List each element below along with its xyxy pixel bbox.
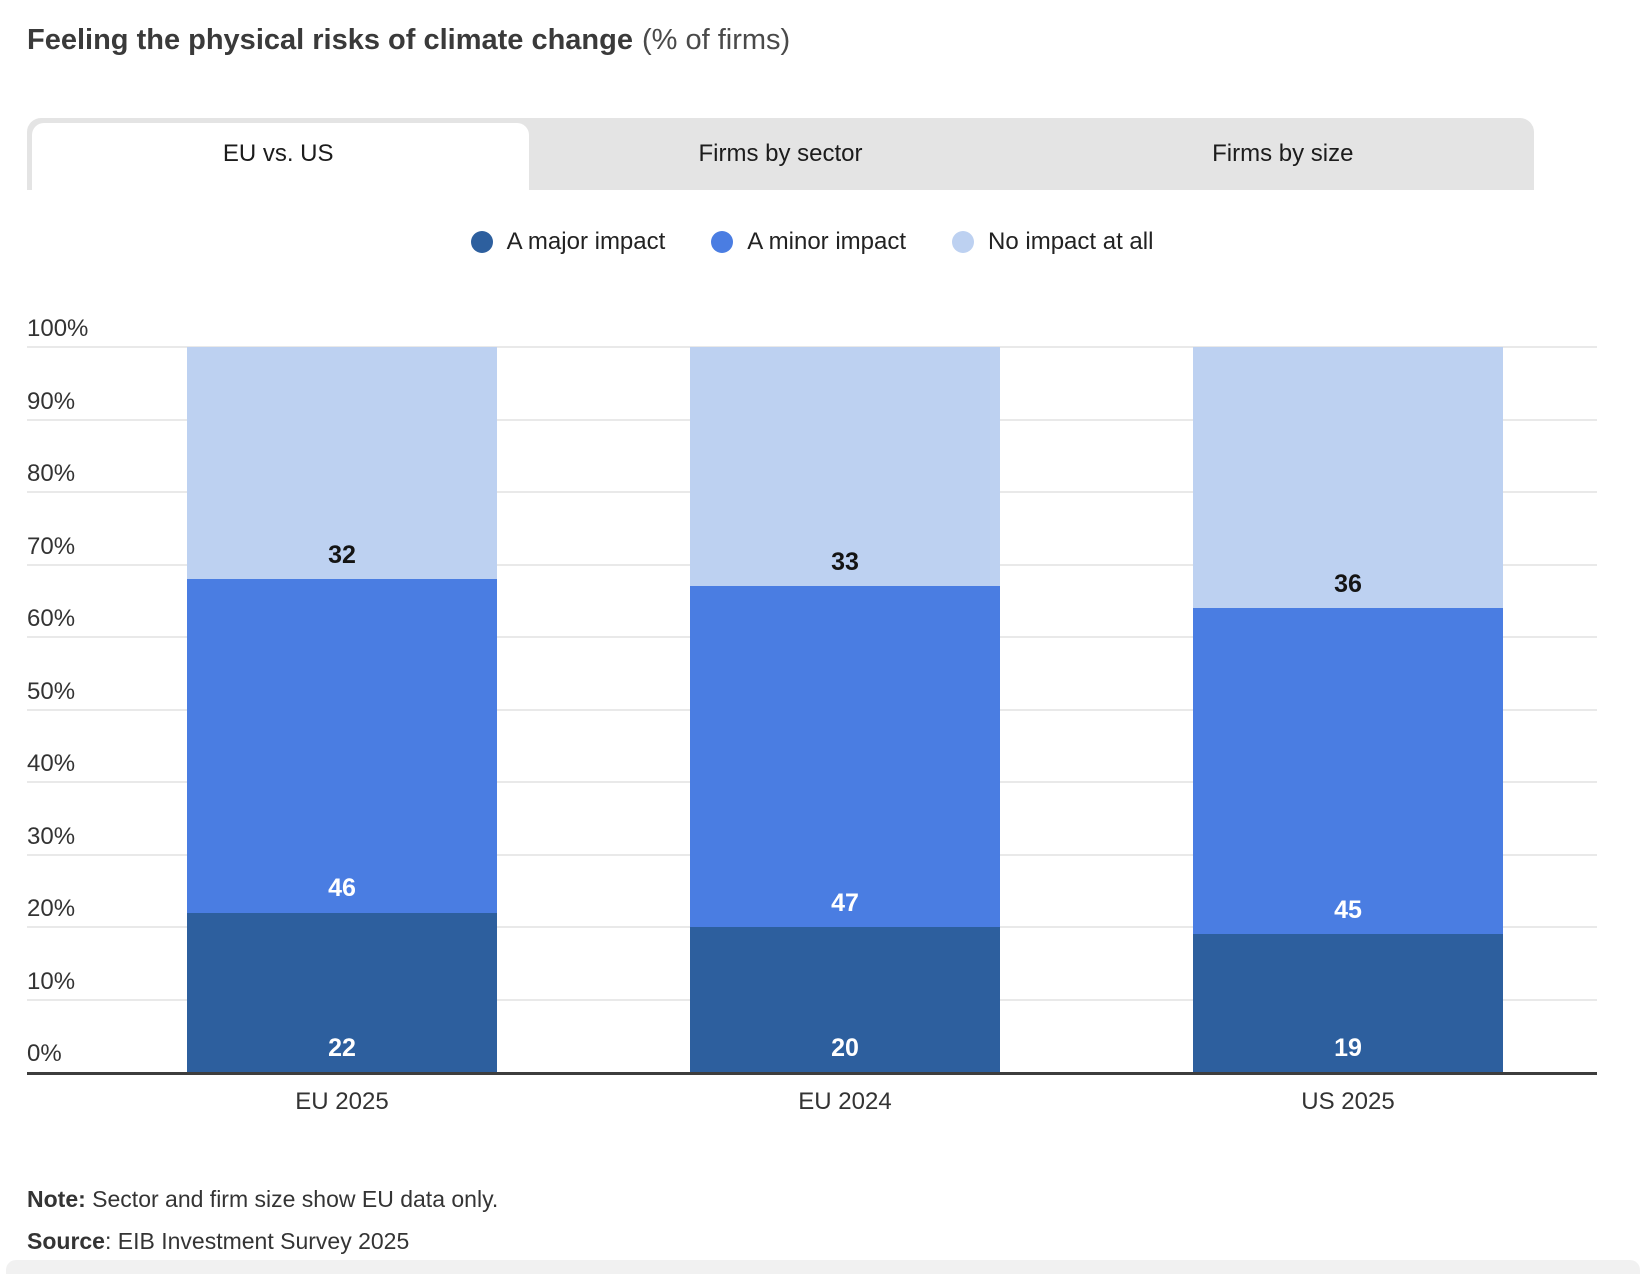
segment-value-label: 46	[328, 874, 356, 902]
legend-item-minor-impact[interactable]: A minor impact	[711, 228, 906, 256]
segment-value-label: 20	[831, 1033, 859, 1062]
source-text: : EIB Investment Survey 2025	[104, 1228, 410, 1254]
chart-source: Source: EIB Investment Survey 2025	[27, 1228, 409, 1255]
legend-item-no-impact[interactable]: No impact at all	[952, 228, 1153, 256]
tab-bar: EU vs. US Firms by sector Firms by size	[27, 118, 1534, 190]
y-axis-label-80: 80%	[27, 460, 76, 487]
source-label: Source	[27, 1228, 105, 1254]
legend-item-major-impact[interactable]: A major impact	[470, 228, 666, 256]
legend-label: A minor impact	[747, 228, 907, 255]
note-label: Note:	[27, 1186, 86, 1212]
bar-eu-2024: 20 47 33	[690, 347, 1000, 1072]
segment-no-impact-at-all-us-2025[interactable]: 36	[1193, 347, 1503, 608]
tab-eu-vs-us[interactable]: EU vs. US	[222, 140, 334, 167]
segment-value-label: 19	[1334, 1033, 1362, 1062]
segment-value-label: 33	[831, 547, 859, 576]
segment-a-minor-impact-eu-2024[interactable]: 47	[690, 586, 1000, 927]
page-title: Feeling the physical risks of climate ch…	[27, 24, 790, 57]
next-embed-edge	[6, 1260, 1640, 1274]
segment-a-major-impact-eu-2025[interactable]: 22	[187, 912, 497, 1072]
y-axis-label-60: 60%	[27, 605, 76, 632]
x-axis-label-eu-2024: EU 2024	[798, 1088, 892, 1115]
y-axis-label-10: 10%	[27, 967, 76, 995]
note-text: Sector and firm size show EU data only.	[85, 1186, 499, 1212]
y-axis-label-70: 70%	[27, 532, 76, 560]
legend-dot-minor-impact	[711, 231, 734, 253]
plot-area: 0% 10% 20% 30% 40% 50% 60% 70% 80% 90% 100% 22 46 32 E…	[27, 317, 1597, 1115]
title-suffix: (% of firms)	[641, 24, 791, 56]
segment-value-label: 36	[1334, 569, 1362, 598]
x-axis-line	[27, 1072, 1597, 1075]
x-axis-label-us-2025: US 2025	[1301, 1088, 1395, 1115]
segment-a-minor-impact-us-2025[interactable]: 45	[1193, 608, 1503, 935]
title-main: Feeling the physical risks of climate ch…	[27, 24, 633, 56]
tab-firms-by-size[interactable]: Firms by size	[1212, 140, 1354, 167]
y-axis-label-40: 40%	[27, 750, 76, 777]
legend-label: A major impact	[506, 228, 666, 255]
segment-value-label: 22	[328, 1033, 356, 1062]
bar-eu-2025: 22 46 32	[187, 347, 497, 1072]
segment-no-impact-at-all-eu-2025[interactable]: 32	[187, 347, 497, 579]
legend-dot-major-impact	[470, 231, 493, 253]
segment-value-label: 45	[1334, 895, 1362, 924]
legend-dot-no-impact	[952, 231, 975, 253]
y-axis-label-100: 100%	[27, 315, 89, 342]
segment-no-impact-at-all-eu-2024[interactable]: 33	[690, 347, 1000, 587]
legend-label: No impact at all	[988, 228, 1154, 255]
bar-us-2025: 19 45 36	[1193, 347, 1503, 1072]
y-axis-label-0: 0%	[27, 1040, 62, 1067]
legend: A major impact A minor impact No impact …	[27, 228, 1597, 256]
y-axis-label-90: 90%	[27, 387, 76, 415]
segment-value-label: 32	[328, 540, 356, 569]
segment-value-label: 47	[831, 888, 859, 917]
active-tab-background	[32, 123, 530, 190]
y-axis-label-50: 50%	[27, 677, 76, 705]
segment-a-major-impact-us-2025[interactable]: 19	[1193, 934, 1503, 1072]
segment-a-major-impact-eu-2024[interactable]: 20	[690, 927, 1000, 1072]
chart-note: Note: Sector and firm size show EU data …	[27, 1186, 498, 1213]
tab-firms-by-sector[interactable]: Firms by sector	[698, 140, 863, 167]
tab-row: EU vs. US Firms by sector Firms by size	[27, 118, 1534, 190]
y-axis-label-20: 20%	[27, 895, 76, 922]
x-axis-label-eu-2025: EU 2025	[295, 1088, 389, 1115]
segment-a-minor-impact-eu-2025[interactable]: 46	[187, 579, 497, 913]
y-axis-label-30: 30%	[27, 822, 76, 850]
